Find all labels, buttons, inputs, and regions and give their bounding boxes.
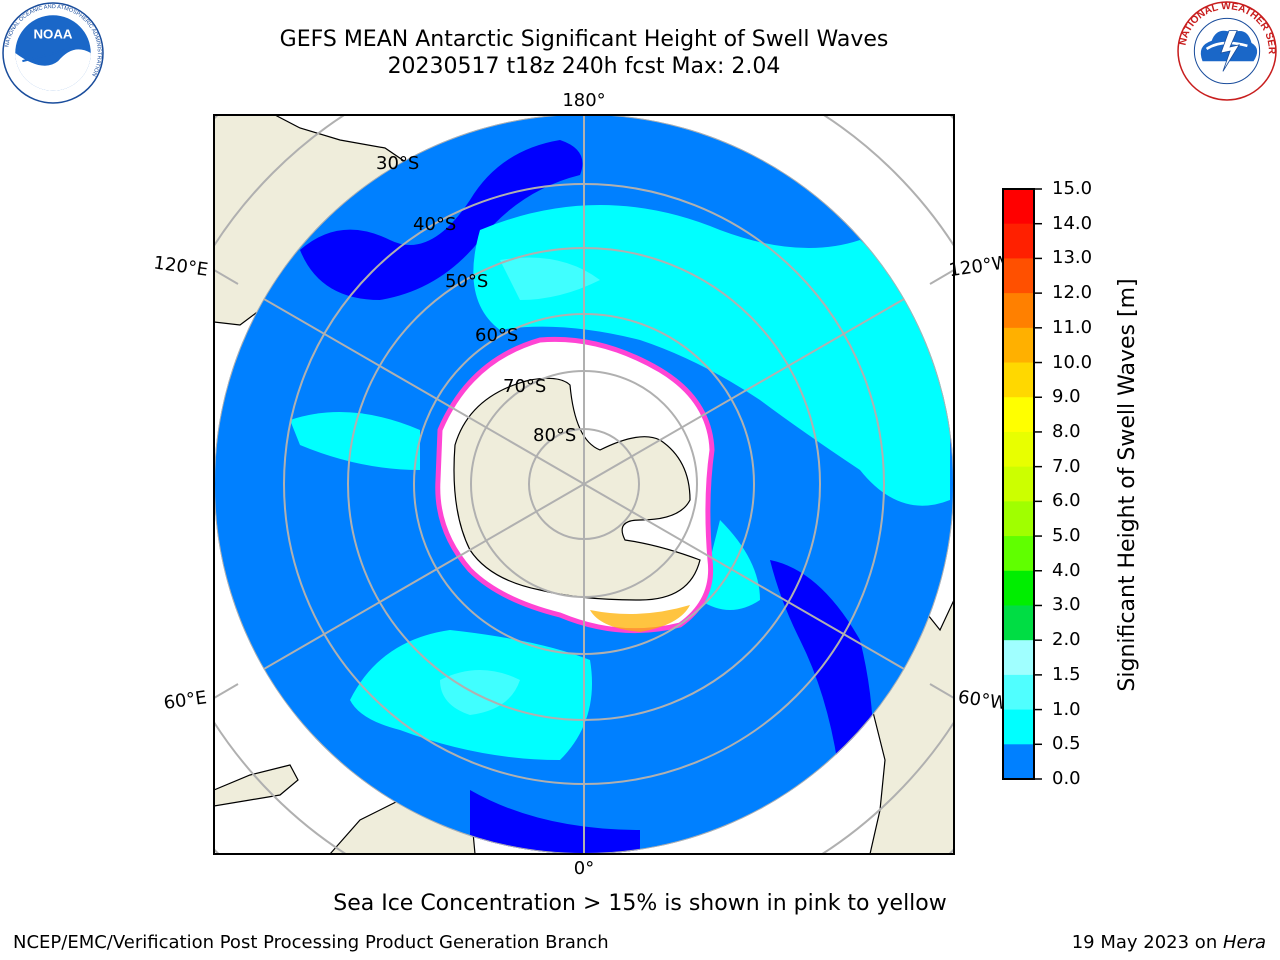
colorbar-tick-label: 1.0 bbox=[1052, 698, 1081, 720]
colorbar-segment bbox=[1003, 640, 1034, 676]
footer-date: 19 May 2023 on Hera bbox=[1072, 932, 1266, 953]
colorbar-segment bbox=[1003, 223, 1034, 259]
swell-band-0-0.5-tasman bbox=[300, 140, 583, 300]
chart-subtitle: 20230517 t18z 240h fcst Max: 2.04 bbox=[387, 54, 781, 79]
colorbar-tick-label: 5.0 bbox=[1052, 525, 1081, 547]
colorbar-segment bbox=[1003, 431, 1034, 468]
madagascar-land bbox=[214, 764, 299, 807]
colorbar-tick-label: 14.0 bbox=[1052, 212, 1093, 234]
colorbar-tick-label: 4.0 bbox=[1052, 559, 1081, 581]
footer-date-text: 19 May 2023 on bbox=[1071, 932, 1223, 953]
colorbar-frame bbox=[1002, 188, 1035, 780]
colorbar-segment bbox=[1003, 605, 1034, 641]
footer-branch: NCEP/EMC/Verification Post Processing Pr… bbox=[13, 932, 609, 953]
swell-band-0-0.5-south bbox=[470, 790, 640, 854]
sea-ice-high-concentration bbox=[590, 605, 690, 632]
colorbar-segment bbox=[1003, 293, 1034, 329]
lat-label-80s: 80°S bbox=[533, 425, 576, 446]
colorbar-segment bbox=[1003, 466, 1034, 502]
lon-label-0: 0° bbox=[574, 858, 594, 879]
colorbar-tick-label: 9.0 bbox=[1052, 386, 1081, 408]
footer-host: Hera bbox=[1222, 932, 1266, 953]
colorbar-segment bbox=[1003, 397, 1034, 433]
colorbar-tick-label: 13.0 bbox=[1052, 247, 1093, 269]
sea-ice-caption: Sea Ice Concentration > 15% is shown in … bbox=[333, 891, 947, 916]
colorbar-tick-label: 15.0 bbox=[1052, 178, 1093, 199]
colorbar-tick-label: 8.0 bbox=[1052, 420, 1081, 442]
colorbar-segment bbox=[1003, 744, 1034, 780]
colorbar-segment bbox=[1003, 501, 1034, 537]
colorbar-tick-label: 0.5 bbox=[1052, 733, 1081, 755]
nws-logo: NATIONAL WEATHER SERVICE bbox=[1176, 0, 1277, 101]
swell-band-1.0-1.5-scotia bbox=[700, 520, 760, 610]
lat-label-70s: 70°S bbox=[503, 376, 546, 397]
outer-gridlines bbox=[214, 115, 954, 854]
lat-label-40s: 40°S bbox=[413, 214, 456, 235]
colorbar-tick-label: 6.0 bbox=[1052, 490, 1081, 512]
colorbar-tick-label: 7.0 bbox=[1052, 455, 1081, 477]
lon-label-60e: 60°E bbox=[162, 687, 208, 714]
lat-label-60s: 60°S bbox=[475, 325, 518, 346]
lon-label-60w: 60°W bbox=[957, 687, 1009, 715]
chart-title: GEFS MEAN Antarctic Significant Height o… bbox=[279, 27, 889, 52]
swell-band-0-0.5-drake bbox=[770, 560, 874, 800]
svg-text:NOAA: NOAA bbox=[33, 27, 72, 42]
colorbar-segment bbox=[1003, 189, 1034, 225]
lat-label-30s: 30°S bbox=[376, 153, 419, 174]
swell-band-1.0-1.5-indian bbox=[290, 412, 420, 470]
colorbar-segment bbox=[1003, 570, 1034, 606]
longitude-gridlines bbox=[237, 115, 931, 854]
colorbar-tick-label: 10.0 bbox=[1052, 351, 1093, 373]
colorbar bbox=[1003, 188, 1042, 780]
colorbar-segment bbox=[1003, 258, 1034, 294]
colorbar-segment bbox=[1003, 536, 1034, 572]
colorbar-tick-label: 0.0 bbox=[1052, 768, 1081, 789]
colorbar-label: Significant Height of Swell Waves [m] bbox=[1115, 278, 1140, 692]
colorbar-segment bbox=[1003, 674, 1034, 711]
map-frame bbox=[213, 114, 955, 855]
swell-band-1.5-2.0-pacific bbox=[500, 257, 600, 300]
lon-label-120w: 120°W bbox=[947, 252, 1011, 281]
colorbar-segment bbox=[1003, 709, 1034, 745]
colorbar-tick-label: 2.0 bbox=[1052, 629, 1081, 651]
colorbar-segment bbox=[1003, 362, 1034, 398]
lat-label-50s: 50°S bbox=[445, 271, 488, 292]
colorbar-tick-label: 12.0 bbox=[1052, 282, 1093, 304]
lon-label-120e: 120°E bbox=[152, 252, 209, 280]
lon-label-180: 180° bbox=[562, 90, 605, 111]
noaa-logo: NOAA NATIONAL OCEANIC AND ATMOSPHERIC AD… bbox=[2, 2, 104, 104]
colorbar-tick-label: 3.0 bbox=[1052, 594, 1081, 616]
colorbar-tick-label: 1.5 bbox=[1052, 663, 1081, 685]
colorbar-tick-label: 11.0 bbox=[1052, 316, 1093, 338]
colorbar-segment bbox=[1003, 327, 1034, 364]
